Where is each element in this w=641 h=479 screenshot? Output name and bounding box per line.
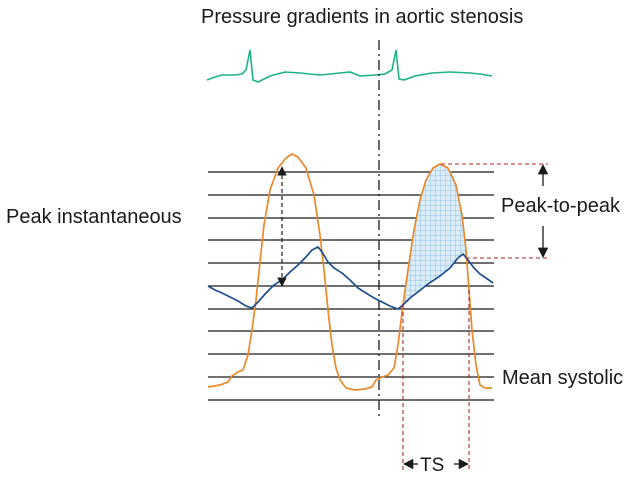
aortic-pressure-curve [207, 245, 494, 310]
ts-label: TS [420, 455, 445, 476]
diagram-title: Pressure gradients in aortic stenosis [201, 6, 524, 28]
lv-pressure-curve [207, 153, 492, 391]
gradient-hatch-area [403, 164, 466, 305]
mean-systolic-label: Mean systolic [502, 367, 624, 389]
peak-instantaneous-label: Peak instantaneous [6, 206, 182, 228]
peak-to-peak-label: Peak-to-peak [501, 195, 620, 217]
ts-guides [402, 290, 470, 470]
ecg-trace [206, 49, 493, 83]
peak-to-peak-guides [441, 163, 548, 259]
